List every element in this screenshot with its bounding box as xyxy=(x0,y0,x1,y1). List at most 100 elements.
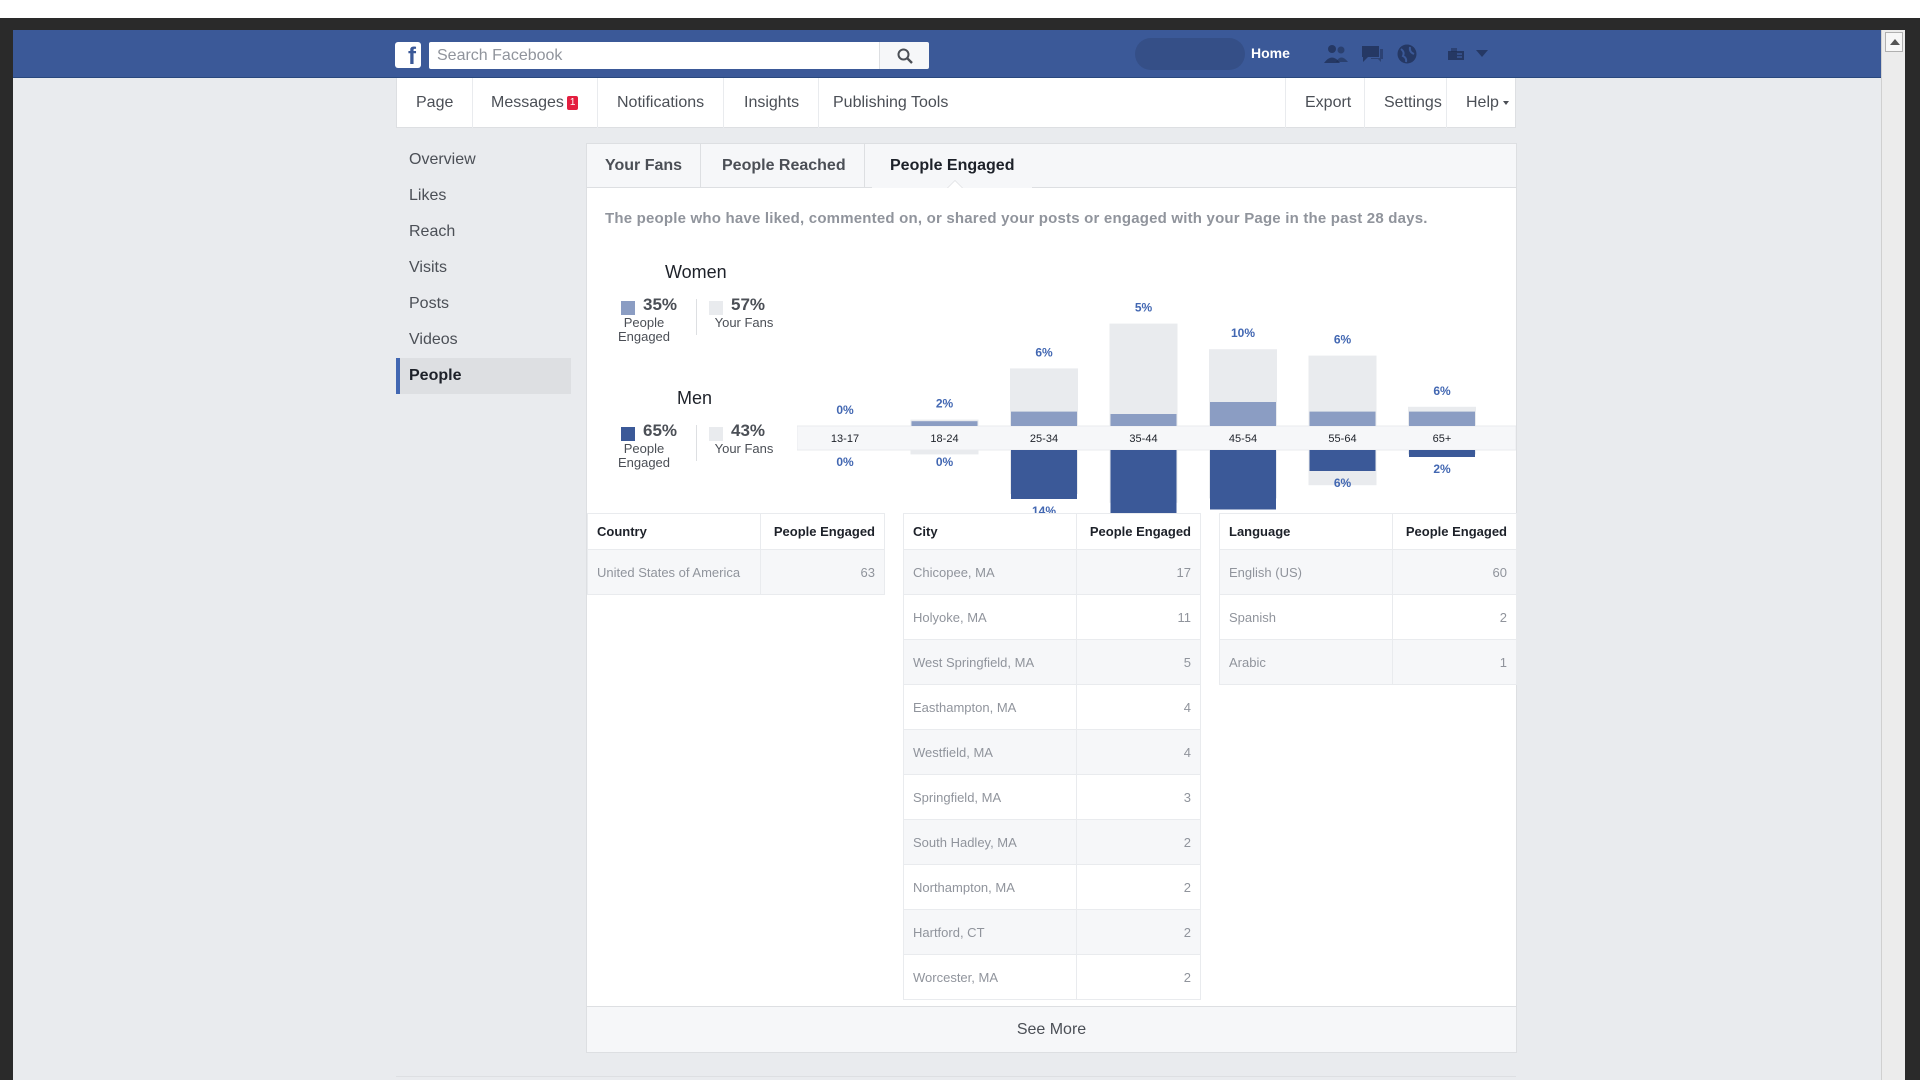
age-tick-label: 45-54 xyxy=(1229,433,1257,445)
table-header-row: Language People Engaged xyxy=(1219,513,1517,550)
facebook-logo-icon[interactable]: f xyxy=(395,42,421,68)
nav-messages[interactable]: Messages 1 xyxy=(472,78,599,128)
age-tick-label: 18-24 xyxy=(930,433,958,445)
women-fans-swatch xyxy=(709,301,723,315)
friends-icon[interactable] xyxy=(1323,43,1349,65)
language-name-cell: English (US) xyxy=(1219,549,1393,595)
tab-people-reached[interactable]: People Reached xyxy=(704,144,865,188)
city-name-cell: Westfield, MA xyxy=(903,729,1077,775)
men-pct-label: 6% xyxy=(1334,476,1352,490)
women-bar xyxy=(911,421,978,426)
table-row: Holyoke, MA 11 xyxy=(903,594,1201,640)
people-tabs: Your Fans People Reached People Engaged xyxy=(587,144,1516,188)
account-caret-icon[interactable] xyxy=(1475,49,1489,59)
city-name-cell: Hartford, CT xyxy=(903,909,1077,955)
tab-people-engaged[interactable]: People Engaged xyxy=(872,144,1033,188)
page-divider xyxy=(396,1076,1516,1077)
men-engaged-label: People Engaged xyxy=(617,441,671,470)
nav-export[interactable]: Export xyxy=(1285,78,1370,128)
see-more-button[interactable]: See More xyxy=(587,1006,1516,1052)
country-name-cell: United States of America xyxy=(587,549,761,595)
city-header: City xyxy=(903,513,1077,550)
tab-your-fans[interactable]: Your Fans xyxy=(587,144,702,188)
nav-notifications[interactable]: Notifications xyxy=(598,78,725,128)
privacy-icon[interactable] xyxy=(1445,43,1467,65)
men-pct-label: 0% xyxy=(836,455,854,469)
women-bar xyxy=(1210,402,1276,426)
nav-page[interactable]: Page xyxy=(397,78,474,128)
women-pct-label: 6% xyxy=(1334,333,1352,347)
facebook-blue-bar: f Home xyxy=(13,30,1881,78)
men-title: Men xyxy=(677,388,713,408)
help-caret-icon xyxy=(1502,101,1509,105)
sidebar-item-videos[interactable]: Videos xyxy=(409,331,458,348)
language-name-cell: Spanish xyxy=(1219,594,1393,640)
search-icon xyxy=(897,48,913,64)
sidebar-item-likes[interactable]: Likes xyxy=(409,187,447,204)
city-count-cell: 2 xyxy=(1076,909,1201,955)
women-fans-label: Your Fans xyxy=(714,315,774,330)
city-count-cell: 17 xyxy=(1076,549,1201,595)
city-name-cell: Easthampton, MA xyxy=(903,684,1077,730)
country-table: Country People Engaged United States of … xyxy=(587,513,885,595)
home-link[interactable]: Home xyxy=(1251,45,1290,61)
sidebar-item-people[interactable]: People xyxy=(396,358,571,394)
women-bar xyxy=(1409,411,1475,426)
table-row: Springfield, MA 3 xyxy=(903,774,1201,820)
women-bar xyxy=(1011,411,1077,426)
nav-messages-label: Messages xyxy=(491,94,564,111)
language-count-cell: 1 xyxy=(1392,639,1517,685)
city-count-cell: 11 xyxy=(1076,594,1201,640)
language-count-cell: 2 xyxy=(1392,594,1517,640)
men-engaged-pct: 65% xyxy=(643,421,678,440)
women-pct-label: 6% xyxy=(1035,345,1053,359)
language-header: Language xyxy=(1219,513,1393,550)
vertical-scrollbar[interactable] xyxy=(1881,30,1905,1080)
table-row: Westfield, MA 4 xyxy=(903,729,1201,775)
people-panel: Your Fans People Reached People Engaged … xyxy=(586,143,1517,1053)
age-tick-label: 35-44 xyxy=(1129,433,1157,445)
table-row: United States of America 63 xyxy=(587,549,885,595)
table-row: English (US) 60 xyxy=(1219,549,1517,595)
nav-publishing-tools[interactable]: Publishing Tools xyxy=(833,94,949,111)
nav-insights[interactable]: Insights xyxy=(725,78,820,128)
table-row: Northampton, MA 2 xyxy=(903,864,1201,910)
globe-icon[interactable] xyxy=(1395,43,1419,65)
language-name-cell: Arabic xyxy=(1219,639,1393,685)
city-name-cell: Chicopee, MA xyxy=(903,549,1077,595)
profile-link[interactable] xyxy=(1135,38,1245,70)
country-count-cell: 63 xyxy=(760,549,885,595)
messages-icon[interactable] xyxy=(1359,43,1385,65)
age-tick-label: 65+ xyxy=(1433,433,1452,445)
messages-badge: 1 xyxy=(566,96,579,110)
search-input[interactable] xyxy=(429,42,879,69)
men-fans-swatch xyxy=(709,427,723,441)
table-header-row: City People Engaged xyxy=(903,513,1201,550)
women-legend-divider xyxy=(696,299,697,335)
city-count-cell: 2 xyxy=(1076,864,1201,910)
city-count-cell: 4 xyxy=(1076,684,1201,730)
nav-help[interactable]: Help xyxy=(1446,78,1528,128)
language-engaged-header: People Engaged xyxy=(1392,513,1517,550)
table-header-row: Country People Engaged xyxy=(587,513,885,550)
sidebar-item-visits[interactable]: Visits xyxy=(409,259,447,276)
search-button[interactable] xyxy=(879,42,929,69)
city-count-cell: 2 xyxy=(1076,954,1201,1000)
scroll-up-arrow-icon[interactable] xyxy=(1885,32,1903,52)
nav-settings[interactable]: Settings xyxy=(1364,78,1461,128)
women-pct-label: 6% xyxy=(1433,384,1451,398)
city-table: City People Engaged Chicopee, MA 17 Holyok… xyxy=(903,513,1201,1000)
city-name-cell: Worcester, MA xyxy=(903,954,1077,1000)
sidebar-item-overview[interactable]: Overview xyxy=(409,151,476,168)
women-pct-label: 10% xyxy=(1231,326,1255,340)
city-name-cell: West Springfield, MA xyxy=(903,639,1077,685)
men-bar xyxy=(1409,450,1475,457)
table-row: Spanish 2 xyxy=(1219,594,1517,640)
sidebar-item-reach[interactable]: Reach xyxy=(409,223,456,240)
sidebar-item-posts[interactable]: Posts xyxy=(409,295,450,312)
women-pct-label: 5% xyxy=(1135,301,1153,315)
panel-description: The people who have liked, commented on,… xyxy=(605,210,1428,227)
insights-sidebar: Overview Likes Reach Visits Posts Videos… xyxy=(396,142,571,394)
women-engaged-label: People Engaged xyxy=(617,315,671,344)
